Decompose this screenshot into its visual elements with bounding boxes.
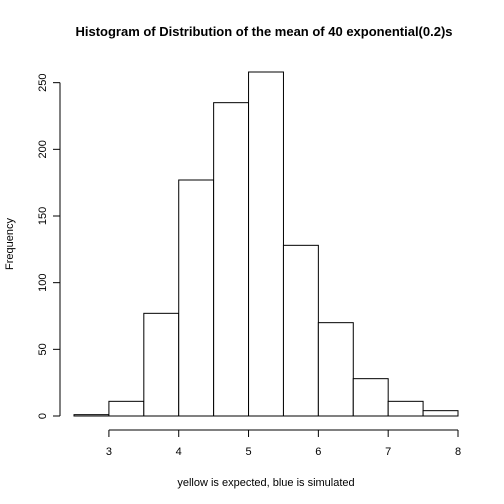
- histogram-bar-9: [387, 400, 424, 417]
- chart-title: Histogram of Distribution of the mean of…: [75, 24, 452, 39]
- y-tick-label-2: 100: [37, 273, 49, 291]
- histogram-bar-0: [73, 414, 110, 417]
- y-axis: 0 50 100 150 200 250: [37, 73, 61, 419]
- x-tick-label-3: 6: [315, 446, 321, 458]
- y-tick-label-4: 200: [37, 140, 49, 158]
- histogram-bar-10: [422, 410, 459, 417]
- x-tick-label-2: 5: [245, 446, 251, 458]
- y-tick-label-5: 250: [37, 73, 49, 91]
- y-tick-label-3: 150: [37, 207, 49, 225]
- x-tick-label-4: 7: [385, 446, 391, 458]
- histogram-bar-3: [178, 179, 215, 417]
- histogram-bar-1: [108, 400, 145, 417]
- histogram-bar-2: [143, 312, 180, 417]
- histogram-bar-7: [317, 322, 354, 417]
- x-axis-label: yellow is expected, blue is simulated: [177, 477, 354, 489]
- x-tick-label-5: 8: [455, 446, 461, 458]
- histogram-bar-5: [248, 71, 284, 417]
- x-tick-label-0: 3: [106, 446, 112, 458]
- histogram-bar-8: [352, 378, 389, 417]
- y-tick-label-0: 0: [37, 413, 49, 419]
- y-tick-label-1: 50: [37, 343, 49, 355]
- y-axis-label: Frequency: [4, 218, 16, 270]
- bars-group: [73, 71, 459, 417]
- x-tick-label-1: 4: [176, 446, 182, 458]
- histogram-bar-6: [282, 244, 319, 417]
- x-axis: 3 4 5 6 7 8: [106, 429, 461, 458]
- histogram-bar-4: [213, 102, 250, 417]
